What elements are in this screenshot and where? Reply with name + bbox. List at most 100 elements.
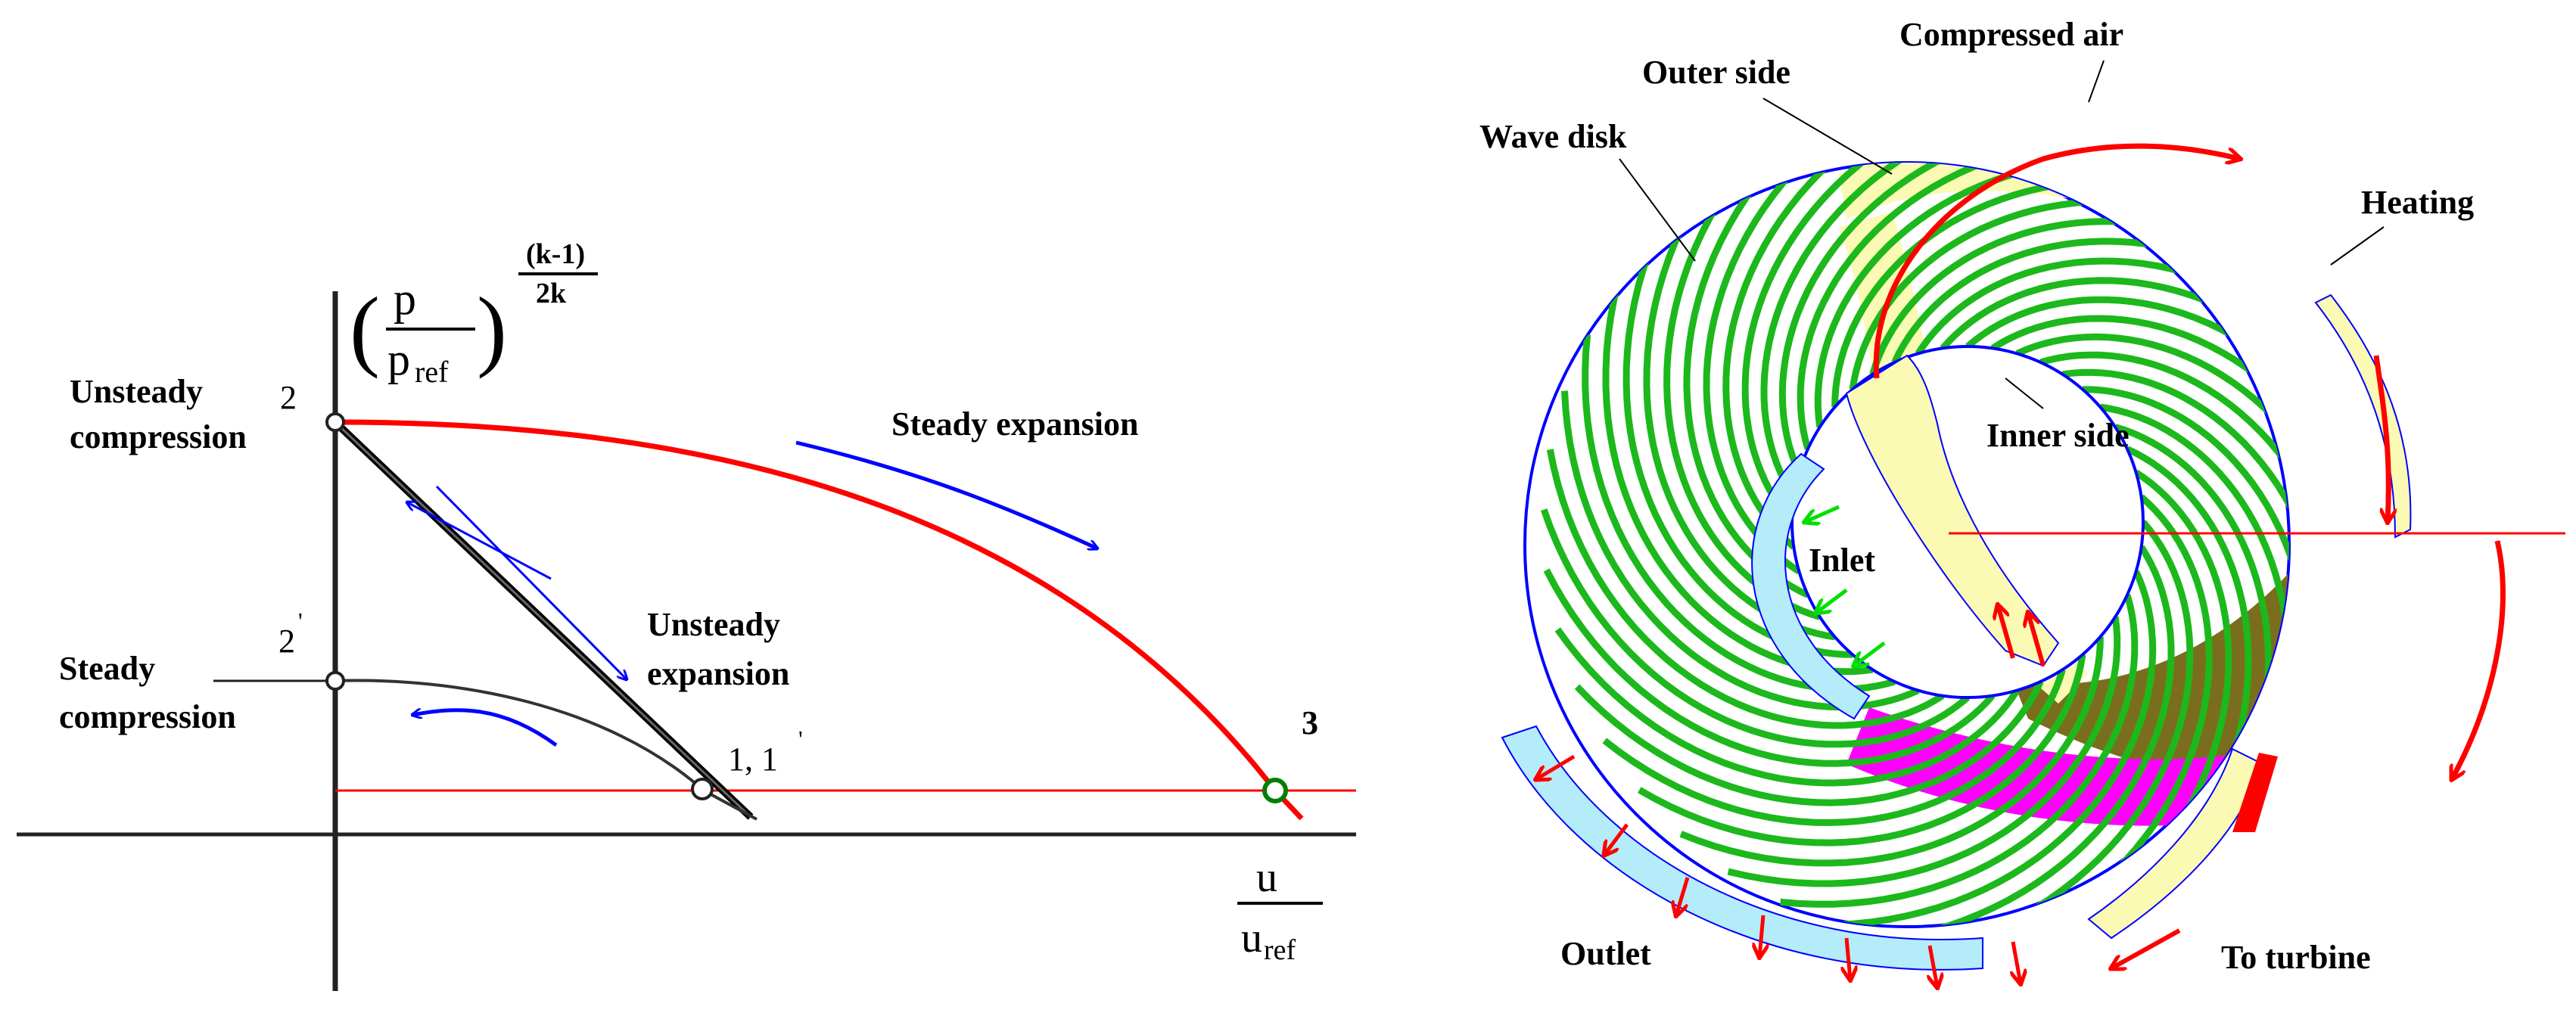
outlet-band — [1501, 725, 1983, 971]
wave-channel — [1554, 627, 2021, 787]
unsteady-line-core — [336, 423, 752, 819]
outlet-label: Outlet — [1560, 935, 1651, 972]
wave-channel — [1814, 163, 2208, 428]
unsteady-compression-label-2: compression — [70, 418, 247, 455]
inlet-arrow-3 — [1854, 642, 1886, 666]
outer-side-label: Outer side — [1642, 54, 1790, 91]
steady-compression-arrow — [412, 710, 558, 747]
unsteady-compression-label-1: Unsteady — [70, 373, 203, 410]
wave-channel — [1543, 568, 1996, 767]
point-1-1prime-marker — [691, 778, 714, 800]
inlet-label: Inlet — [1809, 542, 1875, 579]
wave-channel — [2082, 386, 2289, 810]
y-axis-label: ( p p ref ) (k-1) 2k — [350, 238, 598, 389]
steady-expansion-label: Steady expansion — [891, 405, 1138, 443]
wave-channel — [1990, 315, 2289, 595]
wave-channel — [1546, 449, 1945, 729]
point-2prime-marker — [325, 671, 345, 691]
wave-disk-diagram: Compressed air Outer side Wave disk Heat… — [1479, 16, 2565, 987]
compressed-air-label: Compressed air — [1899, 16, 2123, 53]
heating-leader — [2330, 226, 2385, 266]
point-1-1prime-label: 1, 1 — [728, 741, 778, 778]
steady-compression-label-1: Steady — [59, 650, 155, 687]
outer-side-leader — [1762, 98, 1893, 175]
outlet-arrow-7 — [2013, 941, 2021, 983]
wave-channel — [1760, 163, 2041, 499]
wave-channel — [1778, 163, 2099, 474]
outlet-arrow-3 — [1676, 877, 1690, 915]
wave-channel — [1797, 163, 2155, 450]
point-1-1prime-mark: ' — [798, 725, 803, 753]
inlet-arrow-2 — [1816, 589, 1848, 613]
compressed-flow-arrow — [1873, 143, 2240, 379]
wave-channel — [1540, 508, 1970, 748]
x-u: u — [1256, 854, 1277, 901]
wave-channel — [1915, 257, 2289, 417]
point-2-marker — [325, 412, 345, 432]
outlet-arrow-4 — [1759, 915, 1763, 957]
outlet-arrow-6 — [1930, 945, 1937, 987]
to-turbine-red-strip — [2232, 753, 2278, 832]
wave-channel — [1954, 520, 2194, 927]
wave-channel — [1836, 570, 2157, 927]
unsteady-expansion-label-2: expansion — [647, 655, 789, 692]
unsteady-expansion-label-1: Unsteady — [647, 606, 780, 643]
heating-flow-arrow — [2373, 355, 2388, 522]
inner-side-leader — [2005, 377, 2044, 409]
y-ref-sub: ref — [415, 355, 449, 389]
y-exponent-num: (k-1) — [526, 238, 585, 270]
steady-expansion-curve — [334, 419, 1304, 821]
hot-zone — [2013, 424, 2289, 778]
wave-channel — [1965, 296, 2289, 536]
to-turbine-band — [2087, 747, 2264, 940]
steady-compression-label-2: compression — [59, 698, 236, 735]
unsteady-compression-arrow — [407, 502, 552, 580]
wave-channel — [2015, 333, 2289, 654]
wave-channel — [1638, 654, 2086, 847]
inlet-band — [1751, 452, 1871, 720]
point-2prime-mark: ' — [298, 607, 303, 635]
wave-channel — [1703, 163, 1862, 575]
wave-channel — [2061, 368, 2289, 763]
heating-band — [2314, 294, 2412, 539]
point-2-label: 2 — [280, 379, 297, 416]
wave-channel — [1741, 163, 1981, 524]
steady-expansion-arrow — [795, 440, 1097, 548]
inner-channel — [1845, 354, 2060, 667]
outlet-arrow-2 — [1604, 823, 1629, 855]
y-p-ref: p — [387, 334, 410, 384]
wave-channel — [1780, 594, 2139, 908]
transfer-arrow-2 — [2028, 613, 2046, 666]
wave-channel — [1602, 668, 2066, 826]
turbine-drop-arrow — [2452, 540, 2506, 779]
inner-transfer-band — [1839, 212, 2089, 704]
point-3-label: 3 — [1302, 704, 1318, 741]
heating-label: Heating — [2361, 184, 2474, 221]
x-ref-sub: ref — [1264, 934, 1296, 966]
x-u-ref: u — [1241, 915, 1262, 962]
wave-channel — [1679, 636, 2104, 867]
wave-channel — [1940, 277, 2289, 476]
wave-channel — [2039, 351, 2289, 710]
x-axis-label: u u ref — [1237, 854, 1323, 966]
wave-channel — [1894, 545, 2175, 927]
wave-channel — [1727, 616, 2121, 887]
y-paren-close: ) — [477, 278, 507, 379]
process-diagram: 2 2 ' 1, 1 ' 3 ( p p ref ) (k-1) 2k u u … — [17, 238, 1356, 991]
point-2prime-label: 2 — [278, 623, 295, 660]
y-p: p — [394, 274, 416, 324]
y-exponent-den: 2k — [536, 278, 567, 309]
to-turbine-arrow — [2111, 928, 2181, 968]
steady-compression-curve — [334, 679, 758, 821]
y-paren-open: ( — [350, 278, 380, 379]
point-3-marker — [1262, 778, 1288, 803]
wave-disk-leader — [1619, 158, 1696, 262]
compressed-air-leader — [2088, 60, 2105, 103]
unsteady-expansion-arrow — [435, 485, 627, 679]
wave-channels — [1540, 163, 2289, 927]
outlet-arrow-5 — [1846, 937, 1850, 980]
inlet-arrow-1 — [1805, 505, 1840, 522]
transfer-arrow-1 — [1998, 605, 2015, 659]
